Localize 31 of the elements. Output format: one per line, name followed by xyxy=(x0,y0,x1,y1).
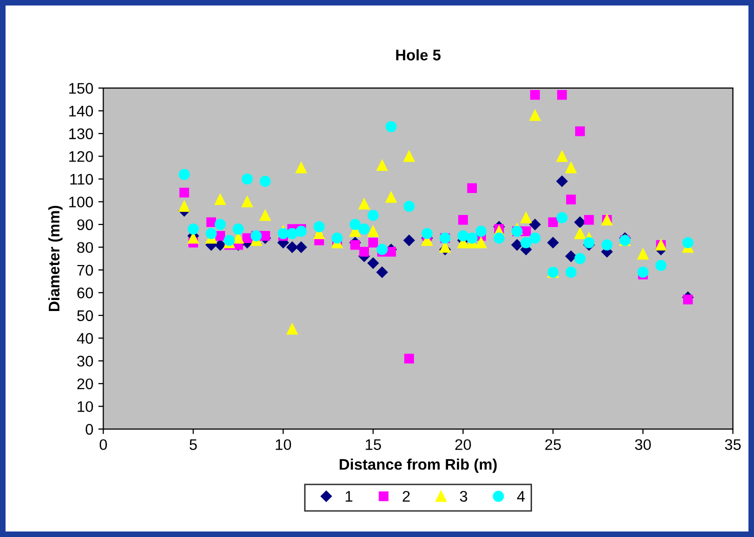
y-tick-label: 0 xyxy=(86,424,93,435)
legend-label: 2 xyxy=(402,490,410,502)
x-tick-label: 30 xyxy=(635,439,651,450)
y-tick-label: 50 xyxy=(77,310,93,322)
y-tick-label: 30 xyxy=(77,356,93,367)
y-tick-label: 150 xyxy=(69,82,93,94)
y-tick-label: 40 xyxy=(76,333,93,344)
x-tick-label: 20 xyxy=(455,439,471,450)
y-tick-label: 90 xyxy=(77,219,93,230)
chart-title: Hole 5 xyxy=(396,49,441,60)
x-tick-label: 15 xyxy=(366,439,381,450)
x-tick-label: 35 xyxy=(724,439,741,450)
legend-label: 3 xyxy=(460,490,468,502)
y-tick-label: 20 xyxy=(77,378,93,390)
y-tick-label: 120 xyxy=(69,151,93,162)
legend-label: 4 xyxy=(517,491,525,502)
y-tick-label: 60 xyxy=(77,288,93,298)
y-axis-title: Diameter (mm) xyxy=(48,206,63,312)
x-tick-label: 5 xyxy=(190,439,197,450)
x-tick-label: 0 xyxy=(100,439,107,450)
y-tick-label: 100 xyxy=(69,196,93,208)
x-tick-label: 25 xyxy=(545,439,561,450)
legend-label: 1 xyxy=(346,491,352,502)
x-axis-title: Distance from Rib (m) xyxy=(340,458,497,473)
y-tick-label: 80 xyxy=(77,242,93,253)
x-tick-label: 10 xyxy=(276,439,292,450)
y-tick-label: 70 xyxy=(77,264,93,276)
y-tick-label: 110 xyxy=(70,174,93,185)
y-tick-label: 130 xyxy=(69,128,93,140)
y-tick-label: 140 xyxy=(69,106,93,116)
y-tick-label: 10 xyxy=(78,401,93,412)
